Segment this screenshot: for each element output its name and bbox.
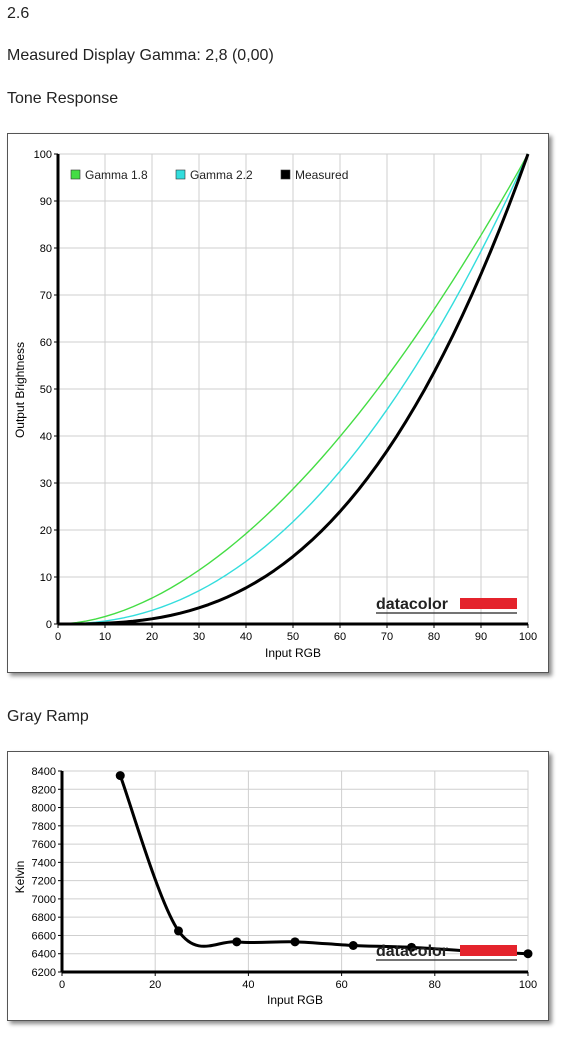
gray-ramp-chart: 0 20 40 60 80 100 6200 6400 6600 6800 7000 7200 7400… (7, 751, 549, 1021)
gray-ramp-title: Gray Ramp (7, 708, 89, 725)
gray-series-line-0 (118, 775, 529, 956)
tone-x-tick-label: 50 (287, 631, 299, 643)
tone-legend: Gamma 1.8 Gamma 2.2 Measured (70, 168, 348, 182)
tone-series-line-gamma-2-2 (57, 153, 529, 625)
tone-x-tick-label: 0 (55, 631, 61, 643)
gray-x-tick-label: 80 (429, 979, 441, 991)
gray-ramp-plot: 0 20 40 60 80 100 6200 6400 6600 6800 7000 7200 7400… (13, 766, 537, 1007)
gray-y-tick-label: 6600 (32, 930, 56, 942)
gray-y-tick-label: 7600 (32, 839, 56, 851)
gray-y-tick-label: 7000 (32, 894, 56, 906)
legend-label: Gamma 2.2 (190, 168, 253, 182)
legend-swatch (70, 169, 81, 180)
gray-y-tick-label: 6200 (32, 967, 56, 979)
legend-swatch (175, 169, 186, 180)
gray-x-axis-label: Input RGB (267, 993, 323, 1007)
gray-y-tick-label: 7800 (32, 821, 56, 833)
gray-y-axis-label: Kelvin (13, 861, 27, 894)
tone-datacolor-logo-text: datacolor (376, 596, 448, 613)
gray-data-point (348, 941, 358, 951)
tone-x-tick-label: 70 (381, 631, 393, 643)
gray-y-tick-label: 7400 (32, 857, 56, 869)
gray-y-tick-label: 6800 (32, 912, 56, 924)
gray-y-tick-label: 7200 (32, 876, 56, 888)
legend-swatch (280, 169, 291, 180)
tone-y-tick-label: 60 (40, 337, 52, 349)
tone-y-tick-label: 10 (40, 572, 52, 584)
tone-x-tick-label: 40 (240, 631, 252, 643)
gamma-measurement: Measured Display Gamma: 2,8 (0,00) (7, 47, 274, 64)
legend-label: Measured (295, 168, 348, 182)
gray-x-tick-label: 60 (335, 979, 347, 991)
tone-x-tick-label: 90 (475, 631, 487, 643)
tone-series-line-gamma-1-8 (57, 153, 529, 625)
tone-x-axis-label: Input RGB (265, 646, 321, 660)
tone-x-tick-label: 60 (334, 631, 346, 643)
tone-y-tick-label: 70 (40, 290, 52, 302)
tone-y-tick-label: 100 (34, 149, 52, 161)
tone-x-tick-label: 20 (146, 631, 158, 643)
tone-x-tick-label: 80 (428, 631, 440, 643)
tone-x-tick-label: 30 (193, 631, 205, 643)
tone-y-tick-label: 20 (40, 525, 52, 537)
gray-data-point (407, 942, 416, 952)
tone-y-axis-label: Output Brightness (13, 342, 27, 438)
gray-data-point (290, 937, 300, 947)
gray-x-tick-label: 100 (519, 979, 537, 991)
gray-data-point (174, 926, 183, 936)
gray-x-tick-label: 40 (242, 979, 254, 991)
gray-y-tick-label: 8200 (32, 784, 56, 796)
tone-response-title: Tone Response (7, 90, 119, 107)
gray-data-point (115, 771, 125, 781)
tone-response-chart: 0 10 20 30 40 50 60 70 80 90 100 0 10 20 30 40 50 60 70 80 9… (7, 133, 549, 673)
gray-x-tick-label: 0 (59, 979, 65, 991)
tone-y-tick-label: 50 (40, 384, 52, 396)
legend-label: Gamma 1.8 (85, 168, 148, 182)
gray-datacolor-logo-bar (460, 945, 517, 956)
tone-series-line-measured (57, 153, 530, 626)
version-label: 2.6 (7, 5, 30, 22)
tone-y-tick-label: 0 (46, 619, 52, 631)
tone-y-tick-label: 30 (40, 478, 52, 490)
tone-y-tick-label: 80 (40, 243, 52, 255)
tone-response-plot: 0 10 20 30 40 50 60 70 80 90 100 0 10 20 30 40 50 60 70 80 9… (13, 149, 537, 660)
gray-y-tick-label: 8000 (32, 803, 56, 815)
gray-y-tick-label: 6400 (32, 949, 56, 961)
tone-x-tick-label: 10 (99, 631, 111, 643)
tone-datacolor-logo-bar (460, 598, 517, 609)
gray-data-point (523, 949, 533, 959)
gray-y-tick-label: 8400 (32, 766, 56, 778)
tone-y-tick-label: 40 (40, 431, 52, 443)
tone-x-tick-label: 100 (519, 631, 537, 643)
tone-y-tick-label: 90 (40, 196, 52, 208)
gray-datacolor-logo-text: datacolor (376, 943, 448, 960)
gray-data-point (232, 937, 242, 947)
gray-x-tick-label: 20 (149, 979, 161, 991)
